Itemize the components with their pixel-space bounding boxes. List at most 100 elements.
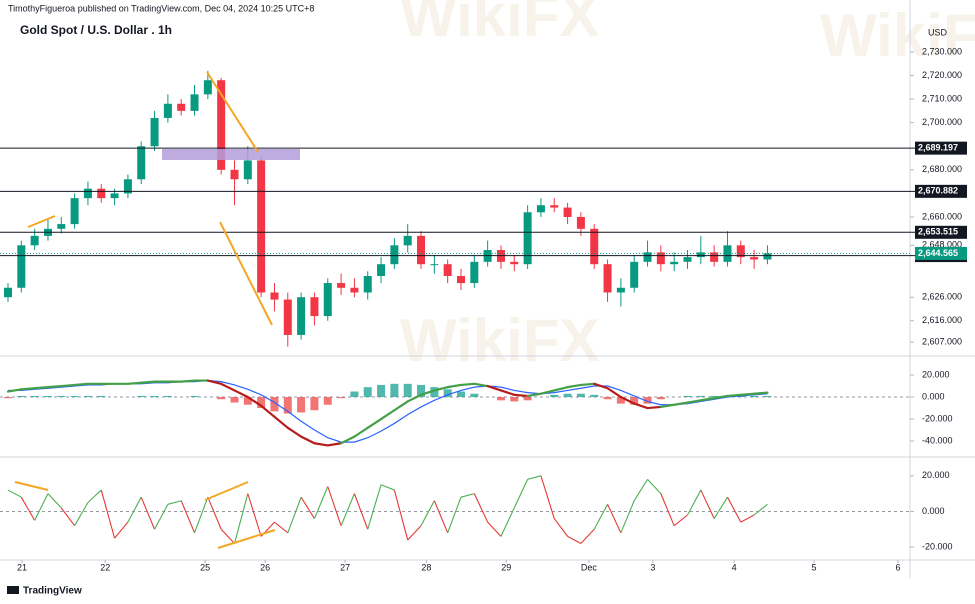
histogram-bar xyxy=(470,393,479,398)
candle-body xyxy=(523,212,532,265)
oscillator-segment xyxy=(287,496,302,534)
macd-segment xyxy=(579,382,596,387)
oscillator-segment xyxy=(380,484,395,491)
candle-body xyxy=(710,252,719,262)
histogram-bar xyxy=(603,397,612,400)
x-tick-label: 3 xyxy=(650,562,655,572)
histogram-bar xyxy=(17,395,26,398)
oscillator-segment xyxy=(220,528,235,544)
oscillator-segment xyxy=(233,493,249,544)
y-tick-label: 2,607.000 xyxy=(922,336,962,346)
x-tick-label: Dec xyxy=(581,562,598,572)
macd-segment xyxy=(433,386,449,392)
histogram-bar xyxy=(696,395,705,398)
macd-segment xyxy=(46,384,63,389)
y-tick-label: 2,720.000 xyxy=(922,70,962,80)
y-tick-label: 0.000 xyxy=(922,391,945,401)
oscillator-segment xyxy=(114,521,129,539)
histogram-bar xyxy=(390,383,399,398)
oscillator-segment xyxy=(553,518,569,537)
histogram-bar xyxy=(163,395,172,398)
candle-body xyxy=(736,245,745,258)
macd-segment xyxy=(273,415,289,429)
candle-body xyxy=(750,257,759,260)
candle-body xyxy=(550,205,559,208)
footer: TradingView xyxy=(23,586,82,597)
oscillator-segment xyxy=(740,514,755,523)
oscillator-segment xyxy=(673,514,688,527)
price-label: 2,653.515 xyxy=(918,227,958,237)
candle-body xyxy=(310,297,319,317)
histogram-bar xyxy=(257,397,266,409)
macd-segment xyxy=(659,403,676,409)
macd-segment xyxy=(366,417,383,429)
macd-segment xyxy=(260,404,276,418)
candle-body xyxy=(763,253,772,260)
trend-line xyxy=(219,221,273,326)
chart-title: Gold Spot / U.S. Dollar . 1h xyxy=(20,23,172,37)
macd-segment xyxy=(220,382,236,392)
oscillator-segment xyxy=(194,496,209,534)
y-tick-label: 2,710.000 xyxy=(922,93,962,103)
oscillator-segment xyxy=(527,475,542,480)
y-tick-label: 20.000 xyxy=(922,369,950,379)
candle-body xyxy=(337,283,346,288)
oscillator-segment xyxy=(274,521,289,534)
candle-body xyxy=(390,245,399,265)
macd-segment xyxy=(286,426,303,438)
candle-body xyxy=(456,275,465,284)
x-tick-label: 22 xyxy=(100,562,110,572)
macd-segment xyxy=(393,400,409,412)
macd-segment xyxy=(326,442,343,447)
axes: 2,730.000 2,720.000 2,710.000 2,700.000 2,68… xyxy=(17,46,967,572)
candle-body xyxy=(17,245,26,288)
oscillator-segment xyxy=(407,525,422,541)
oscillator-segment xyxy=(100,489,116,539)
y-tick-label: -20.000 xyxy=(922,541,953,551)
oscillator-segment xyxy=(500,507,515,537)
macd-segment xyxy=(633,402,649,410)
trend-line xyxy=(27,215,56,228)
histogram-bar xyxy=(150,395,159,398)
histogram-bar xyxy=(323,397,332,405)
macd-segment xyxy=(686,399,702,404)
candle-body xyxy=(417,235,426,265)
macd-segment xyxy=(726,393,742,398)
candle-body xyxy=(190,94,199,111)
oscillator-segment xyxy=(47,493,62,509)
candle-body xyxy=(257,160,266,293)
histogram-bar xyxy=(403,383,412,398)
currency: USD xyxy=(928,27,948,37)
histogram-bar xyxy=(710,395,719,398)
oscillator-segment xyxy=(487,521,502,537)
x-tick-label: 6 xyxy=(896,562,901,572)
watermark: WikiFX xyxy=(400,0,599,49)
candle-body xyxy=(696,252,705,258)
macd-segment xyxy=(446,383,463,389)
trend-line xyxy=(204,481,249,501)
trend-line xyxy=(217,529,276,549)
macd-segment xyxy=(206,379,223,385)
macd-segment xyxy=(593,382,609,390)
oscillator-segment xyxy=(313,486,329,519)
macd-segment xyxy=(246,395,263,407)
histogram-bar xyxy=(510,397,519,402)
histogram-bar xyxy=(417,384,426,398)
histogram-bar xyxy=(243,397,252,405)
histogram-bar xyxy=(750,395,759,398)
watermark: WikiFX xyxy=(400,307,599,374)
macd-segment xyxy=(553,386,569,392)
histogram-bar xyxy=(230,397,239,403)
candle-body xyxy=(150,117,159,147)
histogram-bar xyxy=(563,393,572,398)
oscillator-segment xyxy=(167,500,182,505)
histogram-bar xyxy=(656,397,665,400)
candle-body xyxy=(83,188,92,199)
candle-body xyxy=(563,207,572,218)
oscillator-segment xyxy=(140,496,156,530)
plot xyxy=(0,70,915,544)
macd-segment xyxy=(753,391,769,395)
macd-segment xyxy=(606,387,622,399)
oscillator-segment xyxy=(687,489,702,516)
